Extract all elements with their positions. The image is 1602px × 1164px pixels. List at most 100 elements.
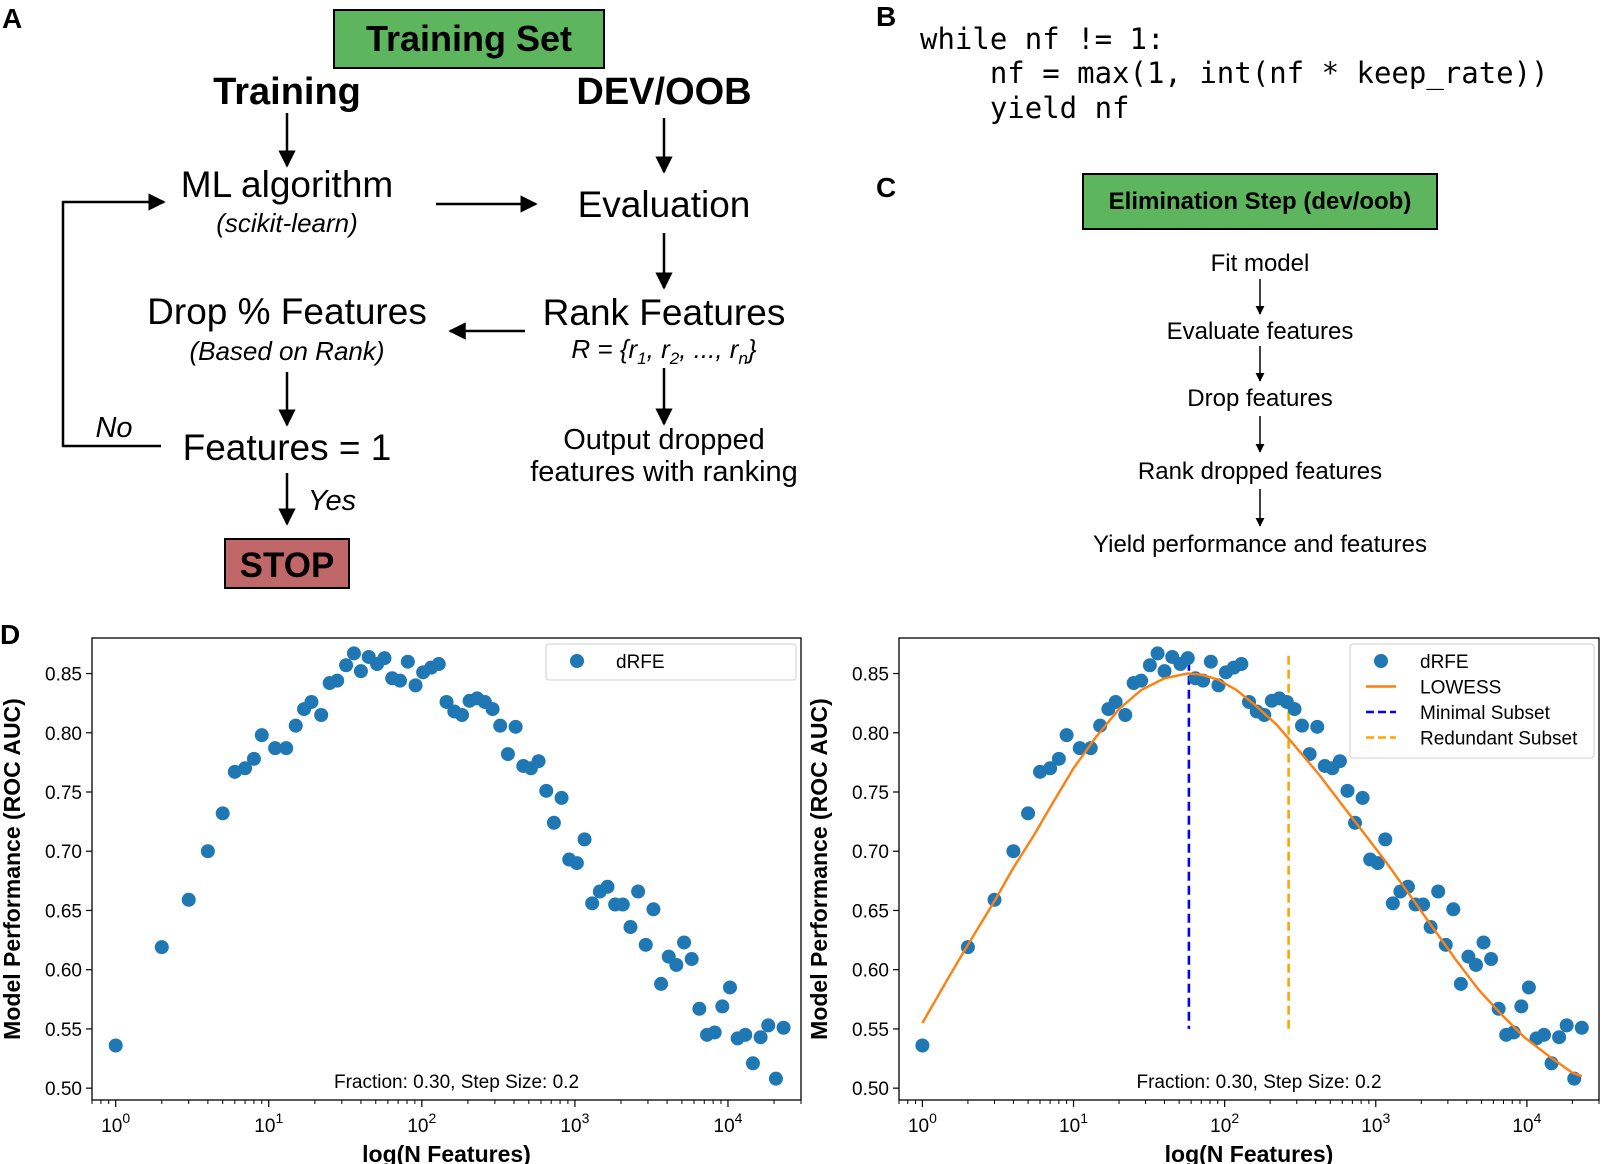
data-point bbox=[288, 718, 303, 733]
x-tick-base: 10 bbox=[908, 1116, 929, 1137]
y-tick-label: 0.75 bbox=[852, 783, 889, 804]
data-point bbox=[638, 937, 653, 952]
data-point bbox=[330, 673, 345, 688]
data-point bbox=[1203, 654, 1218, 669]
code-line-2: nf = max(1, int(nf * keep_rate)) bbox=[920, 56, 1549, 91]
data-point bbox=[1180, 651, 1195, 666]
data-point bbox=[1521, 980, 1536, 995]
stop-label: STOP bbox=[240, 546, 335, 585]
data-point bbox=[1484, 952, 1499, 967]
dev-oob-column-label: DEV/OOB bbox=[576, 71, 751, 113]
data-point bbox=[1150, 646, 1165, 661]
lowess-line bbox=[921, 672, 1583, 1078]
x-tick-base: 10 bbox=[254, 1116, 275, 1137]
y-tick-label: 0.65 bbox=[852, 901, 889, 922]
x-tick-label: 100 bbox=[908, 1110, 937, 1137]
data-point bbox=[238, 761, 253, 776]
x-axis-label: log(N Features) bbox=[362, 1141, 531, 1164]
panel-letter-b: B bbox=[876, 1, 896, 32]
y-tick-label: 0.65 bbox=[45, 901, 82, 922]
rank-formula-part: } bbox=[745, 334, 757, 364]
legend-label: LOWESS bbox=[1420, 678, 1501, 699]
data-point bbox=[346, 646, 361, 661]
data-point bbox=[500, 747, 515, 762]
data-point bbox=[1355, 790, 1370, 805]
output-line-1: Output dropped bbox=[563, 424, 765, 456]
x-tick-exponent: 1 bbox=[275, 1110, 283, 1126]
data-point bbox=[455, 708, 470, 722]
data-point bbox=[1446, 902, 1461, 917]
legend-label: Minimal Subset bbox=[1420, 703, 1551, 724]
data-point bbox=[1385, 896, 1400, 911]
panel-letter-c: C bbox=[876, 172, 896, 203]
data-point bbox=[439, 694, 454, 709]
rank-formula: R = {r1, r2, ..., rn} bbox=[571, 334, 757, 368]
panel-a: A Training Set Training DEV/OOB ML algor… bbox=[2, 3, 798, 589]
legend-marker bbox=[570, 654, 584, 668]
x-tick-label: 104 bbox=[714, 1110, 743, 1137]
data-point bbox=[585, 896, 600, 911]
x-tick-base: 10 bbox=[560, 1116, 581, 1137]
legend-label: dRFE bbox=[616, 652, 665, 673]
drop-features-sublabel: (Based on Rank) bbox=[189, 336, 384, 366]
x-tick-exponent: 2 bbox=[1231, 1110, 1239, 1126]
y-tick-label: 0.85 bbox=[852, 665, 889, 686]
x-tick-label: 103 bbox=[560, 1110, 589, 1137]
rank-formula-sub: 2 bbox=[669, 349, 680, 368]
y-tick-label: 0.50 bbox=[852, 1079, 889, 1100]
panel-letter-a: A bbox=[2, 3, 22, 34]
code-line-3: yield nf bbox=[920, 91, 1130, 125]
stop-box bbox=[224, 538, 350, 589]
x-tick-label: 100 bbox=[101, 1110, 130, 1137]
data-point bbox=[314, 708, 329, 722]
data-point bbox=[745, 1056, 760, 1071]
data-point bbox=[531, 754, 546, 769]
data-point bbox=[1536, 1027, 1551, 1042]
data-point bbox=[304, 694, 319, 709]
x-tick-exponent: 1 bbox=[1080, 1110, 1088, 1126]
y-tick-label: 0.50 bbox=[45, 1079, 82, 1100]
step-drop-features: Drop features bbox=[1187, 385, 1332, 412]
panel-b: B while nf != 1: nf = max(1, int(nf * ke… bbox=[876, 1, 1549, 125]
data-point bbox=[181, 892, 196, 907]
data-point bbox=[738, 1027, 753, 1042]
data-point bbox=[200, 844, 215, 859]
x-tick-base: 10 bbox=[1210, 1116, 1231, 1137]
x-tick-exponent: 0 bbox=[929, 1110, 937, 1126]
data-point bbox=[654, 976, 669, 991]
x-tick-exponent: 4 bbox=[1534, 1110, 1542, 1126]
data-point bbox=[339, 658, 354, 673]
data-point bbox=[508, 719, 523, 734]
data-point bbox=[1234, 657, 1249, 672]
code-line-1: while nf != 1: bbox=[920, 22, 1164, 56]
x-tick-label: 102 bbox=[407, 1110, 436, 1137]
data-point bbox=[268, 741, 283, 756]
data-point bbox=[1310, 719, 1325, 734]
y-tick-label: 0.55 bbox=[45, 1020, 82, 1041]
data-point bbox=[1072, 741, 1087, 756]
data-point bbox=[408, 678, 423, 693]
data-point bbox=[1468, 957, 1483, 972]
y-tick-label: 0.70 bbox=[852, 842, 889, 863]
data-point bbox=[1043, 761, 1058, 776]
y-tick-label: 0.55 bbox=[852, 1020, 889, 1041]
data-point bbox=[1157, 664, 1172, 679]
data-point bbox=[353, 664, 368, 679]
y-axis-label: Model Performance (ROC AUC) bbox=[0, 698, 25, 1040]
data-point bbox=[600, 879, 615, 894]
data-point bbox=[431, 657, 446, 672]
data-point bbox=[1021, 806, 1036, 821]
data-point bbox=[554, 790, 569, 805]
drop-features-label: Drop % Features bbox=[147, 291, 427, 332]
rank-features-label: Rank Features bbox=[543, 292, 786, 333]
x-tick-base: 10 bbox=[101, 1116, 122, 1137]
rank-formula-part: , ..., r bbox=[679, 334, 740, 364]
yes-label: Yes bbox=[308, 485, 356, 517]
x-tick-label: 103 bbox=[1361, 1110, 1390, 1137]
x-tick-base: 10 bbox=[714, 1116, 735, 1137]
data-point bbox=[768, 1071, 783, 1086]
data-point bbox=[761, 1018, 776, 1033]
data-point bbox=[1476, 935, 1491, 950]
